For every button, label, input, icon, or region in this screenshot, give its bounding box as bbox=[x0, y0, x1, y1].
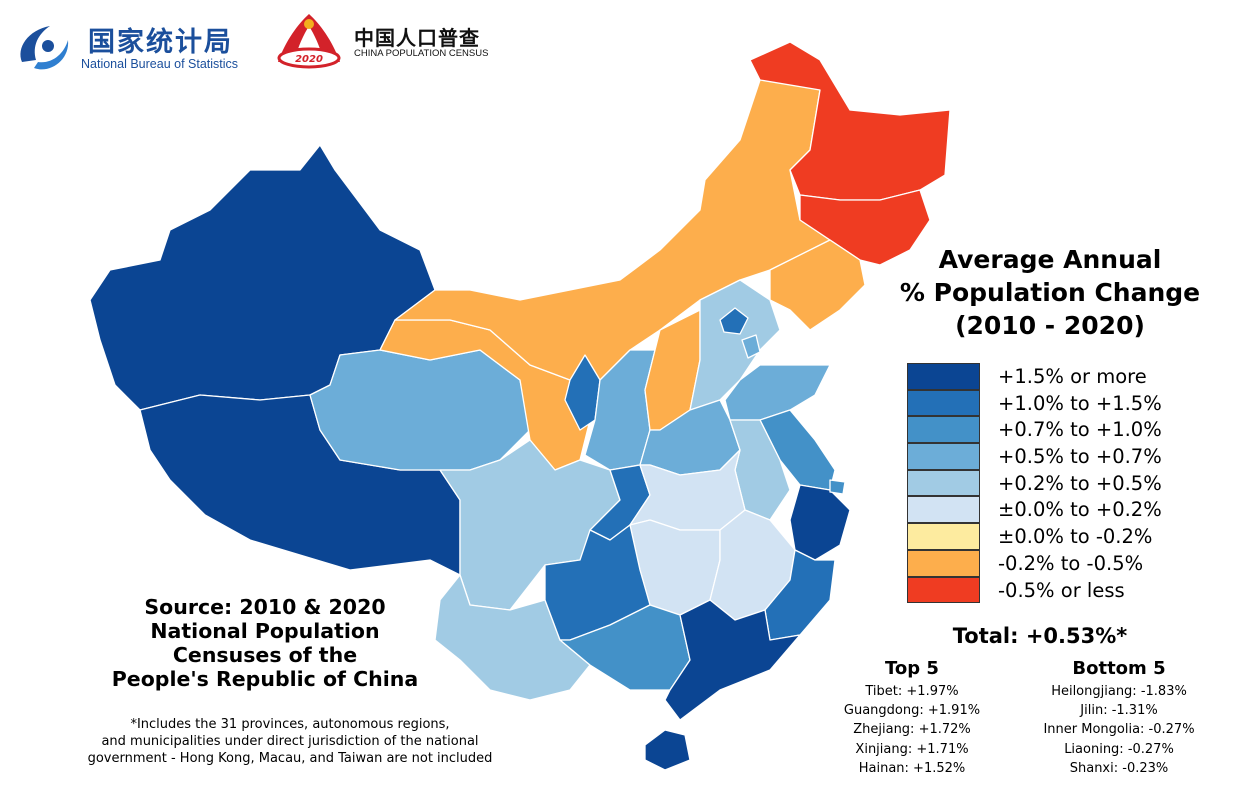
legend-swatch bbox=[907, 496, 980, 524]
legend-swatch bbox=[907, 576, 980, 604]
legend-label: -0.5% or less bbox=[998, 578, 1125, 602]
legend-swatch bbox=[907, 523, 980, 550]
list-item: Tibet: +1.97% bbox=[865, 684, 959, 699]
legend-swatch bbox=[907, 389, 980, 417]
census-logo-icon: 2020 bbox=[277, 14, 341, 69]
footnote: *Includes the 31 provinces, autonomous r… bbox=[60, 716, 520, 767]
legend-label: ±0.0% to +0.2% bbox=[998, 498, 1162, 522]
source-line: Censuses of the bbox=[172, 643, 358, 667]
nbs-name-en: National Bureau of Statistics bbox=[81, 57, 239, 71]
legend-swatch bbox=[907, 469, 980, 497]
census-badge-year: 2020 bbox=[295, 54, 323, 65]
nbs-logo-icon bbox=[20, 26, 69, 70]
census-name-cn: 中国人口普查 bbox=[354, 26, 480, 50]
legend-label: +1.0% to +1.5% bbox=[998, 391, 1162, 415]
list-item: Guangdong: +1.91% bbox=[843, 703, 981, 719]
legend-label: -0.2% to -0.5% bbox=[998, 551, 1144, 575]
bottom5-list: Heilongjiang: -1.83% Jilin: -1.31% Inner… bbox=[1009, 682, 1229, 778]
source-line: National Population bbox=[150, 619, 380, 643]
list-item: Zhejiang: +1.72% bbox=[853, 722, 971, 738]
top5-list: Tibet: +1.97% Guangdong: +1.91% Zhejiang… bbox=[802, 682, 1022, 778]
list-item: Hainan: +1.52% bbox=[858, 760, 966, 776]
source-note: Source: 2010 & 2020 National Population … bbox=[60, 595, 470, 691]
legend-title-line: Average Annual bbox=[938, 245, 1162, 274]
list-item: Shanxi: -0.23% bbox=[1069, 760, 1169, 776]
legend-label: ±0.0% to -0.2% bbox=[998, 525, 1153, 549]
legend-swatch bbox=[907, 443, 980, 470]
list-item: Heilongjiang: -1.83% bbox=[1051, 684, 1187, 699]
region-jilin: Jilin bbox=[799, 189, 931, 266]
region-liaoning: Liaoning bbox=[769, 239, 866, 331]
region-hebei: Hebei bbox=[689, 279, 781, 411]
nbs-name-cn: 国家统计局 bbox=[88, 27, 233, 58]
region-beijing: Beijing bbox=[719, 307, 749, 335]
census-name-en: CHINA POPULATION CENSUS bbox=[354, 48, 489, 59]
region-yunnan: Yunnan bbox=[434, 574, 591, 701]
list-item: Liaoning: -0.27% bbox=[1064, 741, 1174, 757]
region-zhejiang: Zhejiang bbox=[789, 484, 851, 561]
legend-label: +1.5% or more bbox=[998, 365, 1147, 388]
region-shandong: Shandong bbox=[724, 364, 831, 421]
region-qinghai: Qinghai bbox=[309, 349, 531, 471]
footnote-line: and municipalities under direct jurisdic… bbox=[101, 734, 479, 749]
source-line: People's Republic of China bbox=[111, 667, 419, 691]
legend-label: +0.7% to +1.0% bbox=[998, 418, 1162, 442]
legend-swatch bbox=[907, 416, 980, 444]
region-shanghai: Shanghai bbox=[829, 479, 846, 495]
region-guizhou: Guizhou bbox=[544, 524, 651, 641]
source-line: Source: 2010 & 2020 bbox=[144, 595, 386, 619]
legend-swatch bbox=[907, 363, 980, 390]
legend-swatch bbox=[907, 549, 980, 577]
bottom5-heading: Bottom 5 bbox=[1072, 658, 1166, 679]
region-guangdong: Guangdong bbox=[664, 599, 801, 721]
legend-label: +0.2% to +0.5% bbox=[998, 471, 1162, 495]
region-tianjin: Tianjin bbox=[741, 334, 761, 359]
list-item: Inner Mongolia: -0.27% bbox=[1043, 722, 1195, 738]
legend-title-line: (2010 - 2020) bbox=[955, 311, 1145, 340]
list-item: Jilin: -1.31% bbox=[1080, 703, 1158, 719]
legend-title-line: % Population Change bbox=[899, 278, 1201, 307]
footnote-line: government - Hong Kong, Macau, and Taiwa… bbox=[87, 751, 493, 766]
footnote-line: *Includes the 31 provinces, autonomous r… bbox=[130, 717, 450, 732]
list-item: Xinjiang: +1.71% bbox=[855, 741, 969, 757]
top5-heading: Top 5 bbox=[885, 658, 939, 679]
region-heilongjiang: Heilongjiang bbox=[749, 41, 951, 201]
region-hainan: Hainan bbox=[644, 729, 691, 771]
total-change: Total: +0.53%* bbox=[952, 624, 1128, 648]
legend-label: +0.5% to +0.7% bbox=[998, 445, 1162, 469]
legend-title: Average Annual % Population Change (2010… bbox=[880, 243, 1220, 342]
